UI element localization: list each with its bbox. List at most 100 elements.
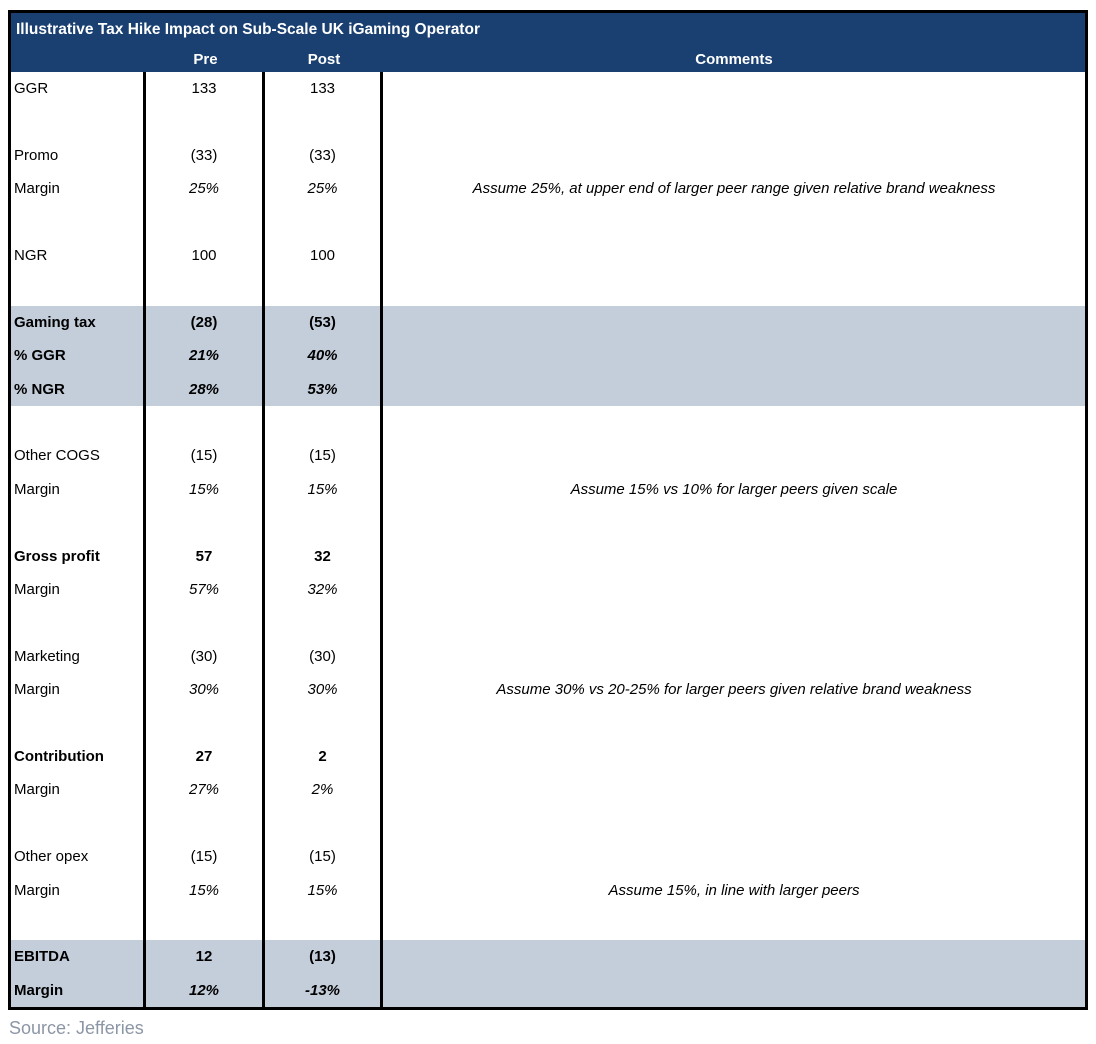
- post-value: 30%: [265, 673, 383, 707]
- row-label: Other opex: [11, 839, 146, 874]
- comment-text: Assume 15%, in line with larger peers: [608, 881, 860, 899]
- post-value: 133: [265, 72, 383, 106]
- column-header-post: Post: [307, 50, 341, 68]
- comment-text: [383, 306, 1085, 339]
- row-label: Promo: [11, 138, 146, 173]
- table-row: Promo (33) (33): [11, 138, 1085, 173]
- comment-text: [383, 706, 1085, 739]
- comment-text: [383, 640, 1085, 673]
- pre-value: 21%: [146, 339, 265, 373]
- pre-value: 15%: [146, 472, 265, 507]
- table-row: Other COGS (15) (15): [11, 439, 1085, 473]
- comment-text: [383, 72, 1085, 105]
- pre-value: [146, 272, 265, 306]
- row-label: [11, 205, 146, 239]
- row-label: % NGR: [11, 372, 146, 406]
- comment-text: [383, 539, 1085, 572]
- column-header-comments: Comments: [695, 50, 773, 68]
- row-label: [11, 606, 146, 640]
- column-header-row: Pre Post Comments: [11, 46, 1085, 72]
- post-value: [265, 906, 383, 941]
- table-row: Margin 12% -13%: [11, 973, 1085, 1007]
- pre-value: [146, 105, 265, 139]
- pre-value: 27%: [146, 773, 265, 807]
- pre-value: [146, 606, 265, 640]
- row-label: [11, 272, 146, 306]
- table-row: [11, 405, 1085, 440]
- source-note: Source: Jefferies: [9, 1017, 144, 1038]
- table-row: Margin 30% 30% Assume 30% vs 20-25% for lar…: [11, 673, 1085, 707]
- row-label: Margin: [11, 172, 146, 206]
- post-value: (13): [265, 940, 383, 974]
- table-row: EBITDA 12 (13): [11, 940, 1085, 974]
- table-row: Marketing (30) (30): [11, 639, 1085, 674]
- post-value: [265, 806, 383, 840]
- comment-text: [383, 206, 1085, 239]
- comment-text: [383, 239, 1085, 272]
- comment-text: [383, 974, 1085, 1007]
- pre-value: (15): [146, 439, 265, 473]
- post-value: (53): [265, 305, 383, 340]
- comment-text: [383, 439, 1085, 472]
- comment-text: Assume 30% vs 20-25% for larger peers gi…: [496, 681, 972, 699]
- pre-value: [146, 906, 265, 941]
- row-label: Other COGS: [11, 439, 146, 473]
- post-value: [265, 105, 383, 139]
- pre-value: 133: [146, 72, 265, 106]
- post-value: 15%: [265, 873, 383, 907]
- post-value: 32%: [265, 572, 383, 607]
- table-row: [11, 272, 1085, 306]
- post-value: [265, 506, 383, 540]
- table-row: [11, 706, 1085, 740]
- row-label: [11, 405, 146, 440]
- post-value: [265, 272, 383, 306]
- pre-value: 15%: [146, 873, 265, 907]
- row-label: [11, 706, 146, 740]
- table-row: [11, 205, 1085, 239]
- post-value: 2%: [265, 773, 383, 807]
- post-value: 15%: [265, 472, 383, 507]
- comment-text: [383, 907, 1085, 940]
- row-label: Margin: [11, 973, 146, 1007]
- table-row: Contribution 27 2: [11, 739, 1085, 774]
- comment-text: [383, 740, 1085, 773]
- pre-value: [146, 706, 265, 740]
- post-value: [265, 405, 383, 440]
- comment-text: [383, 339, 1085, 372]
- table-row: Margin 57% 32%: [11, 572, 1085, 607]
- comment-text: [383, 105, 1085, 138]
- row-label: Gross profit: [11, 539, 146, 573]
- table-row: Margin 25% 25% Assume 25%, at upper end of …: [11, 172, 1085, 206]
- pre-value: (28): [146, 305, 265, 340]
- table-row: Margin 15% 15% Assume 15%, in line with lar…: [11, 873, 1085, 907]
- post-value: (15): [265, 839, 383, 874]
- post-value: (30): [265, 639, 383, 674]
- table-row: [11, 506, 1085, 540]
- row-label: [11, 506, 146, 540]
- table-row: [11, 606, 1085, 640]
- post-value: 25%: [265, 172, 383, 206]
- comment-text: [383, 606, 1085, 639]
- pre-value: (30): [146, 639, 265, 674]
- table-row: Gaming tax (28) (53): [11, 305, 1085, 340]
- column-header-pre: Pre: [193, 50, 218, 68]
- comment-text: [383, 272, 1085, 305]
- pre-value: 25%: [146, 172, 265, 206]
- row-label: GGR: [11, 72, 146, 106]
- row-label: Margin: [11, 773, 146, 807]
- row-label: Margin: [11, 472, 146, 507]
- pre-value: [146, 205, 265, 239]
- table-row: [11, 806, 1085, 840]
- pre-value: [146, 806, 265, 840]
- row-label: [11, 806, 146, 840]
- table-row: % NGR 28% 53%: [11, 372, 1085, 406]
- table-row: Other opex (15) (15): [11, 839, 1085, 874]
- post-value: 32: [265, 539, 383, 573]
- table-row: Gross profit 57 32: [11, 539, 1085, 573]
- table-row: % GGR 21% 40%: [11, 339, 1085, 373]
- comment-text: Assume 15% vs 10% for larger peers given…: [570, 480, 898, 498]
- table-row: Margin 27% 2%: [11, 773, 1085, 807]
- post-value: (33): [265, 138, 383, 173]
- pre-value: 100: [146, 238, 265, 273]
- comment-text: [383, 406, 1085, 439]
